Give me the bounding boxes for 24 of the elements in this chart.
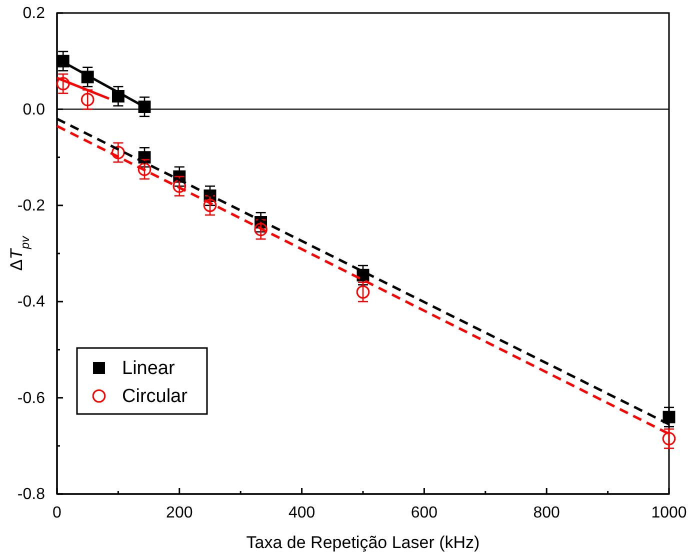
point: [138, 162, 152, 176]
x-tick-label: 0: [52, 504, 62, 522]
legend-label: Circular: [122, 386, 188, 407]
x-axis-title: Taxa de Repetição Laser (kHz): [246, 533, 480, 552]
point: [112, 146, 125, 160]
point: [80, 92, 94, 106]
point: [662, 410, 676, 424]
point: [254, 222, 268, 236]
y-tick-label: -0.6: [17, 390, 46, 407]
y-tick-label: -0.8: [17, 486, 46, 504]
y-tick-label: -0.4: [17, 294, 46, 311]
y-tick-label: 0.2: [22, 5, 46, 22]
legend-label: Linear: [122, 358, 176, 379]
x-tick-label: 400: [288, 504, 316, 522]
y-tick-label: 0.0: [22, 101, 46, 118]
point: [356, 285, 370, 299]
x-tick-label: 1000: [651, 504, 687, 522]
x-tick-label: 600: [410, 504, 438, 522]
x-tick-label: 800: [533, 504, 560, 522]
point: [662, 432, 676, 446]
point: [56, 77, 70, 90]
y-tick-label: -0.2: [17, 198, 46, 215]
point: [203, 198, 217, 212]
x-tick-label: 200: [166, 504, 193, 522]
